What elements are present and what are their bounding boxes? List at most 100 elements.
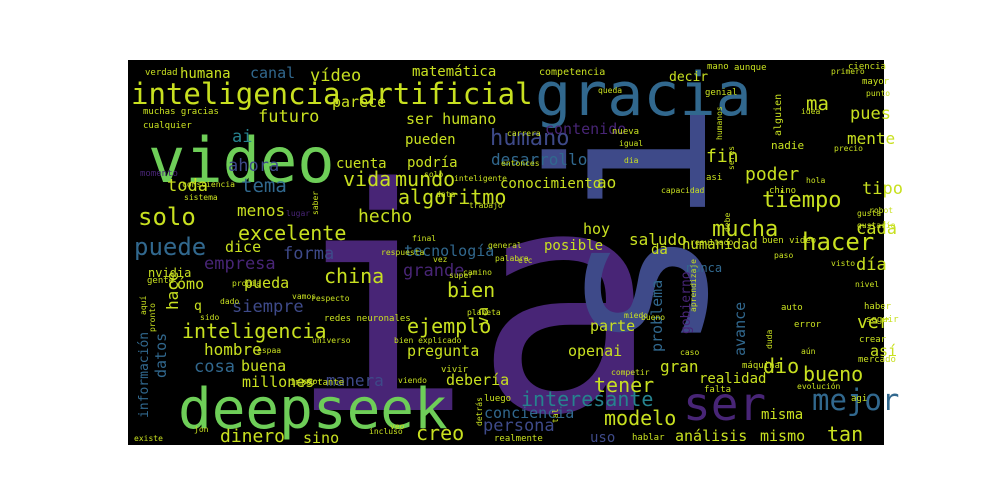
word-espaa: espaa — [257, 346, 281, 355]
word-bien-explicado: bien explicado — [394, 336, 462, 345]
word-trabajo: trabajo — [469, 201, 503, 210]
word-contenido: contenido — [545, 120, 626, 138]
word-matemática: matemática — [412, 64, 496, 80]
word-ma: ma — [806, 93, 829, 115]
word-video: video — [148, 124, 335, 197]
word-siempre: siempre — [232, 297, 304, 317]
word-información: información — [137, 332, 152, 418]
word-debe: debe — [723, 213, 732, 232]
word-detrás: detrás — [475, 397, 484, 426]
word-datos: datos — [152, 333, 170, 378]
word-puede: puede — [134, 233, 206, 261]
word-uso: uso — [590, 430, 615, 446]
word-parece: parece — [332, 93, 386, 111]
word-gracia: gracia — [535, 60, 752, 130]
word-evolución: evolución — [797, 381, 841, 391]
word-robot: robot — [869, 206, 893, 215]
word-tener: tener — [594, 373, 654, 397]
word-gustaría: gustaría — [857, 221, 896, 230]
word-tan: tan — [827, 422, 863, 446]
word-mucha: mucha — [712, 217, 778, 242]
word-tipo: tipo — [862, 179, 903, 199]
word-dice: dice — [225, 238, 261, 256]
word-crear: crear — [859, 335, 887, 345]
word-vídeo: vídeo — [310, 66, 361, 86]
word-ser-humano: ser humano — [406, 110, 496, 128]
word-menos: menos — [237, 201, 285, 220]
word-mente: mente — [847, 129, 895, 148]
word-tiempo: tiempo — [762, 188, 841, 213]
word-veo: veo — [390, 422, 405, 431]
word-gente: gente — [147, 276, 174, 286]
word-pregunta: pregunta — [407, 342, 479, 360]
word-cuenta: cuenta — [336, 156, 387, 172]
word-debería: debería — [446, 371, 509, 389]
word-canal: canal — [250, 64, 295, 82]
word-excelente: excelente — [238, 221, 346, 245]
word-falta: falta — [704, 385, 731, 395]
word-paso: paso — [774, 251, 793, 260]
word-haber: haber — [864, 302, 892, 312]
word-desarrollo: desarrollo — [491, 150, 587, 169]
word-muchas-gracias: muchas gracias — [143, 107, 219, 117]
word-super: super — [449, 271, 473, 280]
word-nivel: nivel — [855, 280, 879, 289]
word-punto: punto — [866, 89, 890, 98]
word-hablar: hablar — [632, 433, 665, 443]
word-bueno: bueno — [803, 362, 863, 386]
word-pueda: pueda — [244, 274, 289, 292]
word-chino: chino — [769, 186, 796, 196]
word-parte: parte — [590, 317, 635, 335]
word-podría: podría — [407, 155, 458, 171]
word-inteligente: inteligente — [454, 174, 507, 183]
word-futuro: futuro — [258, 107, 319, 127]
word-posible: posible — [544, 238, 603, 254]
word-china: china — [324, 264, 384, 288]
word-openai: openai — [568, 342, 622, 360]
word-realidad: realidad — [699, 371, 766, 387]
word-vamos: vamos — [292, 292, 316, 301]
word-buen-video: buen video — [762, 236, 816, 246]
word-hecho: hecho — [358, 206, 412, 227]
word-seres: seres — [727, 146, 736, 170]
word-respecto: respecto — [311, 294, 350, 303]
word-camino: camino — [463, 268, 492, 277]
word-máquina: máquina — [742, 361, 780, 371]
word-hoy: hoy — [583, 220, 610, 238]
word-general: general — [488, 241, 522, 250]
word-momento: momento — [140, 169, 178, 179]
word-forma: forma — [283, 244, 334, 264]
cloud-background — [128, 60, 884, 445]
word-etc: etc — [518, 256, 533, 265]
word-resultado: resultado — [690, 238, 734, 247]
word-inteligencia-artificial: inteligencia artificial — [131, 77, 533, 111]
word-solo: solo — [138, 203, 196, 231]
word-poder: poder — [745, 164, 799, 185]
word-va: va — [473, 307, 492, 326]
word-idea: idea — [801, 107, 820, 116]
word-hola: hola — [806, 176, 825, 185]
word-deepseek: deepseek — [178, 377, 448, 442]
word-dia: dia — [624, 156, 639, 165]
word-vida: vida — [343, 167, 391, 191]
word-fin: fin — [706, 146, 739, 167]
word-aún: aún — [801, 347, 816, 356]
word-problema: problema — [648, 280, 666, 352]
word-miedo: miedo — [624, 311, 648, 320]
word-dado: dado — [220, 297, 239, 306]
word-pronto: pronto — [148, 303, 157, 332]
word-seor: seor — [303, 377, 322, 386]
word-avance: avance — [731, 302, 749, 356]
word-misma: misma — [761, 407, 803, 423]
word-nvidia: nvidia — [148, 266, 191, 280]
word-ser: ser — [683, 377, 766, 431]
word-dinero: dinero — [220, 426, 285, 447]
word-visto: visto — [831, 259, 855, 268]
word-manera: manera — [326, 371, 384, 390]
word-así: así — [870, 342, 897, 360]
word-aquí: aquí — [139, 296, 148, 315]
word-agi: agi — [851, 394, 867, 404]
word-dio: dio — [763, 354, 799, 378]
word-tal: tal — [551, 408, 560, 423]
